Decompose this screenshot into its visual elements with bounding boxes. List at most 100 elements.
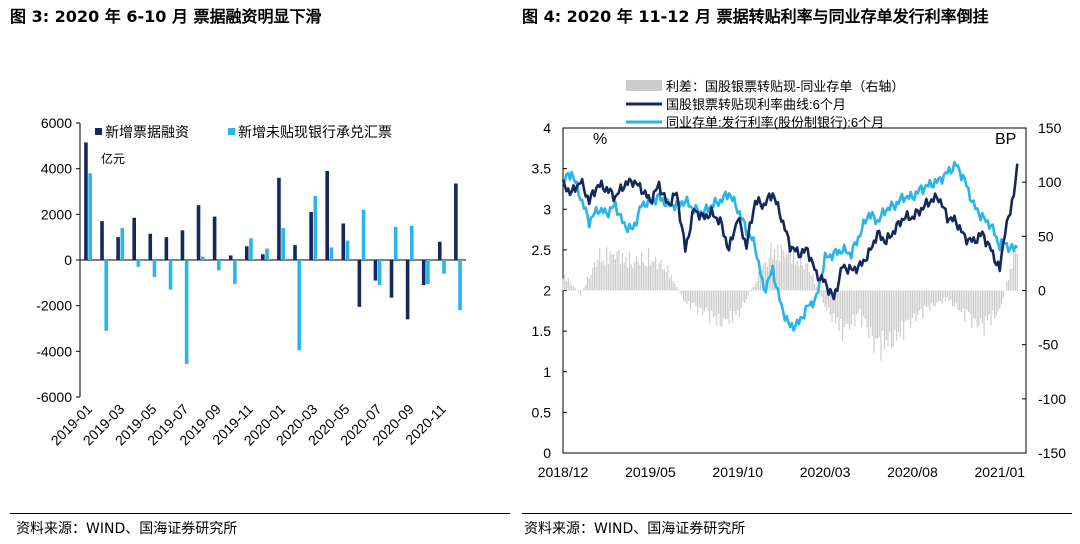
fig4-spread-bar — [599, 248, 601, 291]
fig4-spread-bar — [976, 290, 978, 328]
fig4-spread-bar — [731, 290, 734, 323]
fig4-left-tick-label: 2.5 — [532, 242, 552, 258]
fig4-spread-bar — [978, 290, 980, 327]
fig4-spread-bar — [936, 290, 938, 303]
fig4-right-tick-label: 0 — [1038, 283, 1046, 299]
fig4-spread-bar — [880, 290, 882, 362]
fig4-spread-bar — [950, 290, 952, 300]
fig4-spread-bar — [899, 290, 901, 338]
fig4-spread-bar — [611, 254, 613, 291]
fig3-y-tick-label: -4000 — [36, 343, 72, 359]
fig4-spread-bar — [756, 281, 758, 291]
fig4-spread-bar — [705, 290, 707, 308]
fig4-spread-bar — [782, 250, 784, 291]
fig4-spread-bar — [864, 290, 866, 320]
fig4-spread-bar — [807, 263, 809, 291]
fig4-spread-bar — [714, 290, 716, 316]
fig4-spread-bar — [703, 290, 706, 312]
fig4-spread-bar — [742, 290, 744, 302]
fig3-bar-undiscounted-acceptance — [377, 260, 382, 286]
fig4-spread-bar — [677, 289, 679, 291]
fig4-spread-bar — [920, 290, 922, 309]
fig3-legend-label: 新增票据融资 — [105, 124, 189, 140]
fig4-spread-bar — [784, 256, 786, 291]
fig4-spread-bar — [585, 285, 587, 291]
fig4-spread-bar — [826, 290, 828, 311]
fig4-spread-bar — [866, 290, 868, 328]
fig4-spread-bar — [735, 290, 737, 316]
fig4-spread-bar — [653, 261, 655, 291]
fig4-spread-bar — [938, 290, 940, 302]
fig4-spread-bar — [798, 266, 800, 291]
fig4-spread-bar — [948, 290, 950, 301]
fig4-spread-bar — [595, 266, 597, 291]
fig3-bar-undiscounted-acceptance — [410, 225, 414, 260]
fig3-bar-bill-financing — [309, 212, 313, 260]
fig4-spread-bar — [668, 277, 671, 291]
fig4-line-ncd-rate — [561, 160, 1019, 332]
fig4-spread-bar — [637, 261, 639, 291]
fig4-spread-bar — [564, 274, 566, 291]
fig4-spread-bar — [988, 290, 990, 315]
fig4-spread-bar — [618, 249, 620, 291]
fig3-bar-bill-financing — [357, 260, 362, 307]
fig3-y-tick-label: -2000 — [36, 298, 72, 314]
fig4-right-tick-label: 100 — [1038, 174, 1062, 190]
fig3-bar-bill-financing — [277, 177, 281, 260]
fig4-spread-bar — [805, 263, 807, 291]
fig4-spread-bar — [681, 290, 683, 295]
fig4-x-tick-label: 2021/01 — [974, 464, 1025, 480]
fig4-spread-bar — [738, 290, 741, 317]
fig4-spread-bar — [986, 290, 989, 321]
fig3-bar-undiscounted-acceptance — [200, 256, 205, 260]
fig4-spread-bar — [882, 290, 884, 332]
fig3-bar-bill-financing — [228, 255, 233, 260]
fig4-legend-swatch — [626, 80, 662, 91]
fig4-spread-bar — [628, 251, 630, 291]
fig4-spread-bar — [642, 262, 644, 291]
fig4-spread-bar — [908, 290, 910, 320]
fig4-spread-bar — [943, 290, 945, 298]
fig4-spread-bar — [794, 264, 796, 291]
fig4-legend-label: 同业存单:发行利率(股份制银行):6个月 — [666, 115, 884, 130]
fig4-spread-bar — [641, 252, 643, 291]
fig4-x-tick-label: 2019/10 — [712, 464, 763, 480]
fig4-source-divider — [522, 513, 1072, 514]
fig4-left-tick-label: 1 — [543, 364, 551, 380]
fig4-spread-bar — [578, 290, 580, 293]
fig3-bar-undiscounted-acceptance — [217, 260, 221, 271]
fig3-title: 图 3: 2020 年 6-10 月 票据融资明显下滑 — [10, 7, 322, 26]
fig4-spread-bar — [833, 290, 835, 314]
fig4-spread-bar — [660, 259, 662, 291]
fig4-right-tick-label: -100 — [1038, 391, 1066, 407]
fig4-spread-bar — [911, 290, 914, 318]
fig4-spread-bar — [859, 290, 861, 309]
fig4-spread-bar — [965, 290, 968, 310]
fig4-spread-bar — [918, 290, 921, 311]
fig4-spread-bar — [793, 248, 795, 291]
fig3-bar-bill-financing — [325, 170, 329, 260]
fig4-spread-bar — [953, 290, 955, 306]
fig4-spread-bar — [644, 265, 646, 291]
fig4-left-tick-label: 4 — [543, 120, 551, 136]
fig4-spread-bar — [684, 290, 686, 303]
fig4-left-axis-unit: % — [593, 131, 607, 148]
fig4-spread-bar — [717, 290, 720, 314]
fig4-spread-bar — [674, 283, 676, 291]
fig4-spread-bar — [955, 290, 957, 304]
fig4-spread-bar — [592, 267, 594, 291]
fig4-spread-bar — [744, 290, 746, 304]
fig3-bar-undiscounted-acceptance — [458, 260, 462, 311]
fig4-spread-bar — [873, 290, 875, 353]
fig4-spread-bar — [990, 290, 992, 326]
fig4-spread-bar — [621, 253, 624, 291]
fig4-spread-bar — [800, 252, 802, 291]
fig3-bar-undiscounted-acceptance — [393, 226, 398, 260]
fig4-spread-bar — [838, 290, 840, 332]
fig4-spread-bar — [693, 290, 695, 303]
fig4-spread-bar — [890, 290, 893, 348]
fig4-spread-bar — [745, 290, 748, 300]
fig4-spread-bar — [606, 247, 608, 291]
fig4-spread-bar — [887, 290, 889, 347]
fig4-spread-bar — [791, 263, 793, 291]
